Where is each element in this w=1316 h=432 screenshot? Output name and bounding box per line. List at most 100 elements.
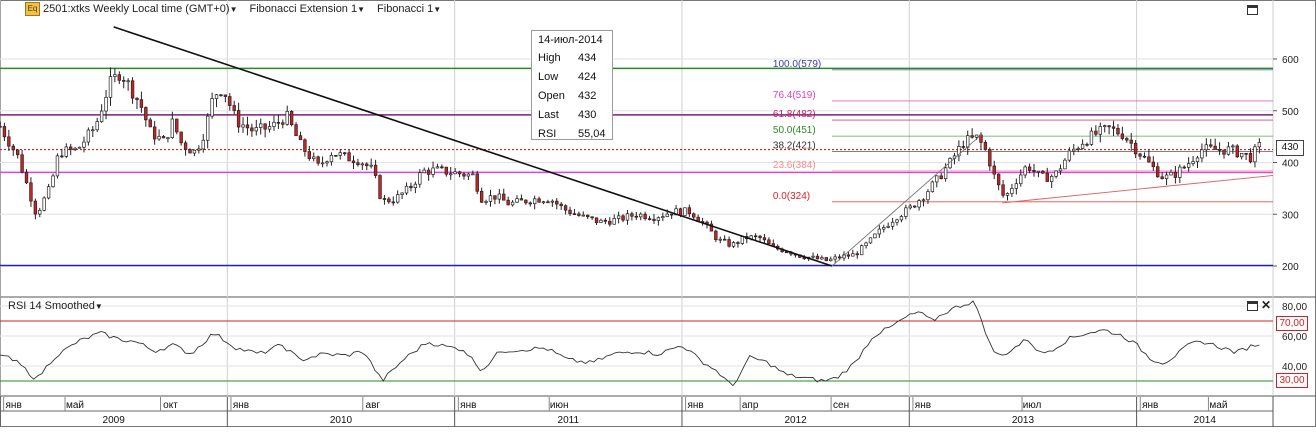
tooltip-row-low: Low 424 [538, 71, 597, 83]
candle-body [687, 207, 692, 215]
candle-body [824, 257, 829, 262]
candle-body [188, 149, 192, 154]
candle-body [42, 197, 46, 211]
fibonacci-dropdown-icon[interactable]: ▼ [433, 4, 442, 14]
candle-body [69, 146, 73, 150]
candle-body [307, 151, 312, 159]
candle-body [506, 199, 510, 206]
candle-body [259, 123, 263, 128]
rsi-maximize-button[interactable] [1247, 301, 1258, 311]
fib-extension-dropdown-icon[interactable]: ▼ [357, 4, 366, 14]
candle-body [126, 80, 130, 83]
candle-body [139, 99, 144, 108]
candle-body [762, 237, 767, 241]
candle-body [568, 209, 572, 215]
candle-body [228, 96, 232, 106]
rsi-panel-header[interactable]: RSI 14 Smoothed▼ [8, 300, 103, 312]
candle-body [396, 194, 400, 203]
candle-body [369, 164, 373, 167]
candle-body [192, 149, 197, 154]
candle-body [541, 201, 546, 204]
price-tick-label: 300 [1282, 210, 1299, 221]
candle-body [20, 154, 24, 173]
candle-body [60, 155, 64, 158]
candle-body [643, 213, 647, 219]
instrument-label[interactable]: 2501:xtks Weekly Local time (GMT+0) [43, 2, 230, 15]
rsi-label[interactable]: RSI 14 Smoothed [8, 300, 95, 312]
candle-body [250, 127, 254, 132]
month-label: авг [366, 400, 381, 411]
candle-body [382, 198, 387, 200]
candle-body [201, 139, 205, 150]
tooltip-row-open: Open 432 [538, 90, 597, 102]
candle-body [1200, 149, 1204, 159]
candle-body [811, 255, 815, 258]
year-label: 2009 [103, 415, 126, 426]
candle-body [895, 219, 899, 223]
instrument-dropdown-icon[interactable]: ▼ [229, 4, 238, 14]
last-price-tag: 430 [1276, 140, 1304, 156]
candle-body [1111, 126, 1116, 129]
candle-body [532, 198, 537, 205]
candle-body [329, 155, 334, 163]
candle-body [904, 207, 908, 217]
rsi-tick-label: 80,00 [1282, 302, 1307, 313]
candle-body [1014, 183, 1019, 189]
candle-body [1063, 159, 1067, 170]
downtrend-line [113, 26, 833, 267]
candle-body [957, 146, 961, 157]
candle-body [537, 198, 541, 203]
tooltip-row-high: High 434 [538, 52, 597, 64]
candle-body [590, 216, 594, 219]
candle-body [316, 156, 320, 164]
candle-body [661, 216, 665, 219]
candle-body [859, 245, 864, 256]
candle-body [1085, 143, 1089, 146]
candle-body [471, 173, 475, 176]
candle-body [351, 160, 356, 164]
fib-level-label: 100.0(579) [773, 59, 821, 70]
candle-body [479, 190, 484, 203]
candle-body [868, 237, 873, 244]
candle-body [431, 167, 435, 175]
candle-body [1049, 175, 1054, 182]
candle-body [577, 213, 581, 216]
fib-level-label: 0.0(324) [773, 191, 810, 202]
candle-body [449, 173, 453, 176]
year-label: 2012 [785, 415, 808, 426]
rsi-close-icon[interactable]: ✕ [1261, 298, 1272, 312]
rsi-dropdown-icon[interactable]: ▼ [94, 302, 103, 311]
candle-body [1235, 145, 1239, 158]
candle-body [166, 137, 170, 139]
candle-body [1169, 171, 1173, 176]
candle-body [73, 147, 77, 150]
candle-body [179, 131, 183, 144]
month-label: июл [1023, 400, 1042, 411]
candle-body [1116, 127, 1120, 135]
candle-body [550, 200, 555, 203]
candle-body [320, 162, 325, 165]
candle-body [996, 173, 1001, 186]
candle-body [1156, 166, 1160, 178]
maximize-panel-button[interactable] [1247, 5, 1258, 15]
candle-body [104, 96, 108, 112]
candle-body [921, 199, 926, 202]
candle-body [581, 214, 585, 217]
candle-body [647, 218, 652, 220]
candle-body [82, 141, 86, 148]
candle-body [1226, 146, 1231, 155]
candle-body [298, 135, 303, 141]
candle-body [497, 193, 502, 200]
candle-body [413, 183, 418, 189]
candle-body [829, 258, 833, 262]
fibonacci-label[interactable]: Fibonacci 1 [377, 2, 434, 15]
candle-body [1107, 125, 1111, 128]
candle-body [599, 219, 603, 223]
fib-extension-label[interactable]: Fibonacci Extension 1 [249, 2, 358, 15]
candle-body [2, 126, 7, 138]
candle-body [612, 218, 616, 225]
rsi-tick-label: 40,00 [1282, 362, 1307, 373]
candle-body [400, 192, 404, 195]
